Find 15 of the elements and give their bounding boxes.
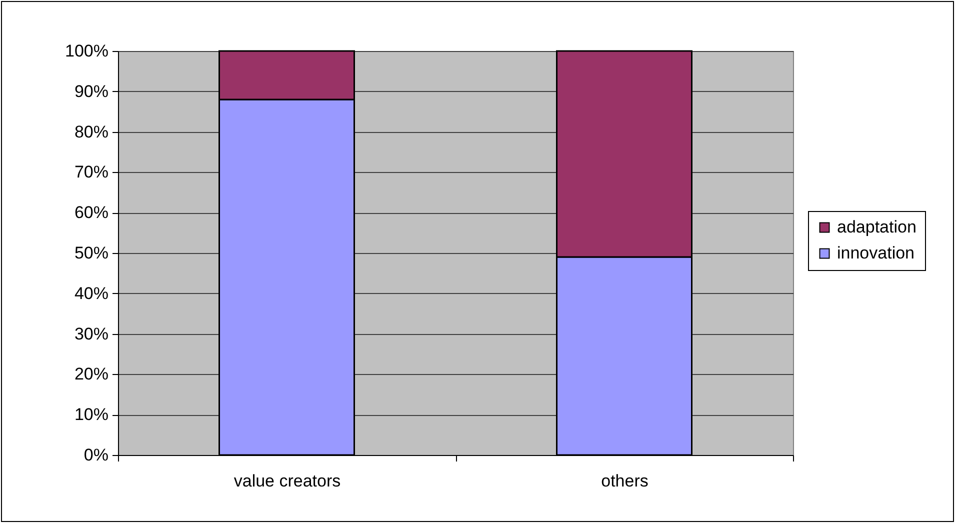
x-tick-label: value creators [234, 472, 341, 490]
y-tick-label: 80% [74, 122, 108, 142]
y-tick-label: 30% [74, 324, 108, 344]
y-tick-label: 90% [74, 82, 108, 101]
y-tick-label: 10% [74, 405, 108, 424]
y-tick-label: 60% [74, 203, 108, 222]
y-tick-label: 100% [65, 42, 108, 60]
y-tick-label: 20% [74, 364, 108, 384]
legend-label: innovation [837, 244, 915, 262]
x-tick-label: others [601, 472, 648, 490]
y-tick-label: 0% [84, 446, 108, 464]
y-tick-label: 50% [74, 244, 108, 262]
legend-label: adaptation [837, 218, 916, 236]
y-tick-label: 40% [74, 284, 108, 303]
y-tick-label: 70% [74, 162, 108, 182]
